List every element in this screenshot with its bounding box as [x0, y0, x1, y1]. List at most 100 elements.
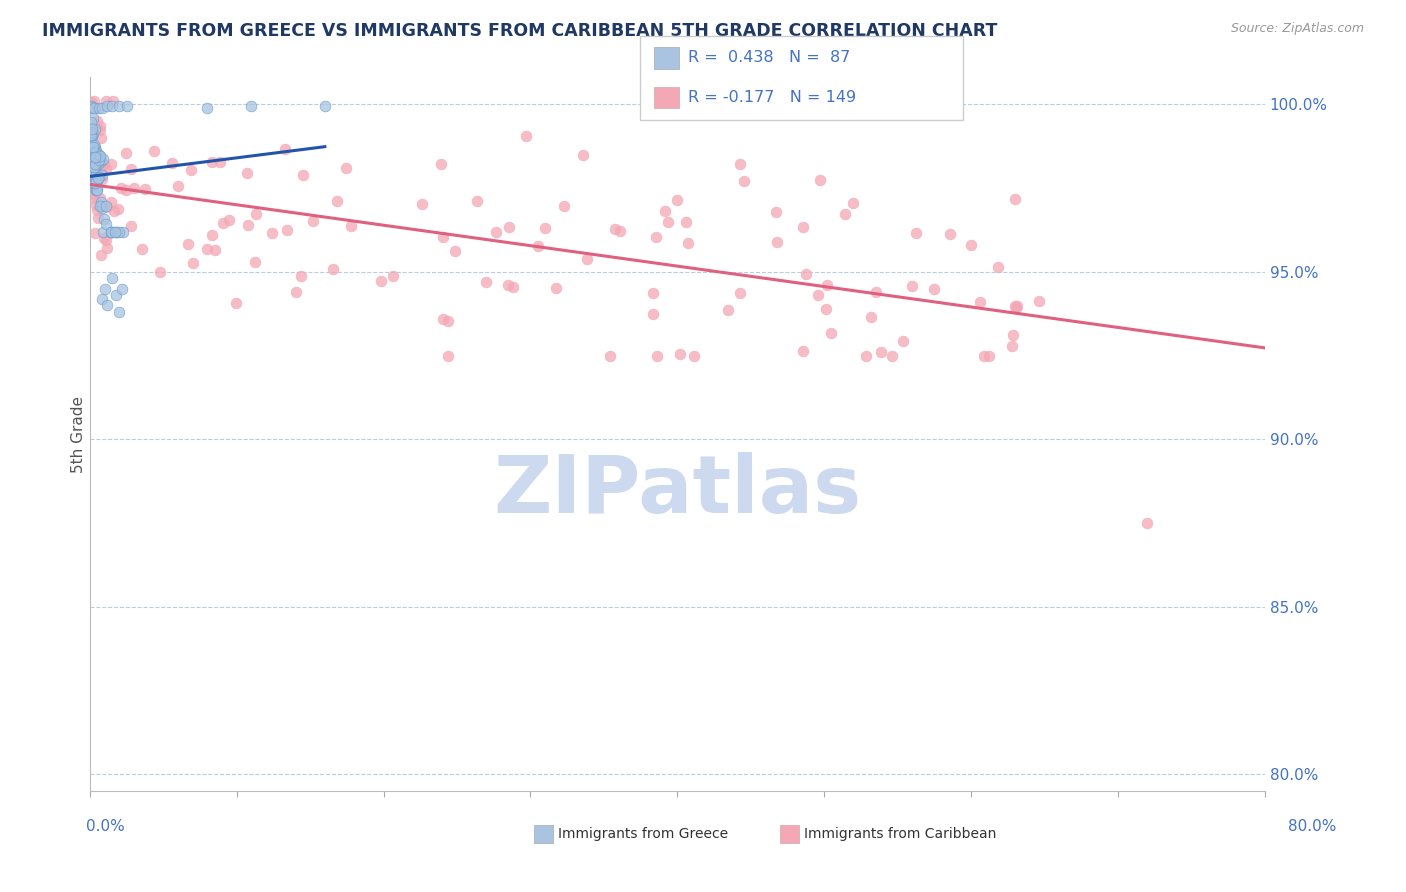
Point: [285, 285, 308, 299]
Point: [485, 225, 508, 239]
Point: [87, 170, 110, 185]
Point: [86, 114, 108, 128]
Point: [80, 162, 103, 177]
Point: [86, 167, 108, 181]
Point: [180, 162, 202, 177]
Point: [83, 176, 105, 190]
Point: [314, 99, 336, 113]
Point: [89, 199, 111, 213]
Point: [90, 163, 112, 178]
Point: [93, 230, 115, 244]
Point: [381, 268, 404, 283]
Point: [733, 174, 755, 188]
Point: [108, 99, 131, 113]
Point: [572, 148, 595, 162]
Point: [515, 128, 537, 143]
Point: [87, 153, 110, 168]
Point: [89, 191, 111, 205]
Point: [183, 256, 205, 270]
Point: [502, 280, 524, 294]
Point: [436, 314, 458, 328]
Point: [322, 262, 344, 277]
Point: [100, 157, 122, 171]
Point: [665, 193, 688, 207]
Point: [904, 226, 927, 240]
Point: [599, 349, 621, 363]
Point: [83, 191, 105, 205]
Point: [105, 225, 128, 239]
Point: [149, 265, 172, 279]
Point: [792, 343, 814, 358]
Point: [90, 199, 112, 213]
Point: [79, 164, 101, 178]
Point: [432, 312, 454, 326]
Point: [1005, 301, 1028, 315]
Point: [208, 155, 231, 169]
Point: [96, 241, 118, 255]
Point: [533, 220, 555, 235]
Point: [80, 129, 103, 144]
Point: [96, 201, 118, 215]
Point: [91, 152, 114, 166]
Point: [84, 171, 107, 186]
Point: [90, 154, 112, 169]
Point: [90, 172, 112, 186]
Point: [83, 177, 105, 191]
Point: [475, 275, 498, 289]
Point: [83, 145, 105, 160]
Point: [938, 227, 960, 242]
Point: [814, 301, 837, 316]
Point: [84, 183, 107, 197]
Point: [1136, 516, 1159, 530]
Point: [274, 142, 297, 156]
Point: [766, 235, 789, 249]
Point: [167, 178, 190, 193]
Point: [82, 186, 104, 201]
Text: ZIPatlas: ZIPatlas: [494, 452, 862, 531]
Point: [1001, 339, 1024, 353]
Point: [717, 302, 740, 317]
Point: [1004, 299, 1026, 313]
Point: [245, 255, 267, 269]
Point: [1005, 298, 1028, 312]
Point: [86, 150, 108, 164]
Point: [84, 183, 107, 197]
Point: [105, 288, 128, 302]
Point: [860, 310, 883, 324]
Point: [430, 157, 453, 171]
Point: [236, 166, 259, 180]
Point: [100, 195, 122, 210]
Point: [96, 199, 118, 213]
Point: [82, 128, 104, 143]
Point: [110, 181, 132, 195]
Point: [201, 228, 224, 243]
Point: [498, 219, 520, 234]
Point: [83, 138, 105, 153]
Point: [643, 307, 665, 321]
Point: [807, 287, 830, 301]
Point: [93, 211, 115, 226]
Point: [880, 349, 903, 363]
Point: [444, 244, 467, 259]
Point: [83, 94, 105, 108]
Point: [108, 225, 131, 239]
Point: [498, 277, 520, 292]
Point: [645, 349, 668, 363]
Point: [645, 229, 668, 244]
Point: [120, 219, 142, 234]
Text: R = -0.177   N = 149: R = -0.177 N = 149: [688, 90, 856, 104]
Text: IMMIGRANTS FROM GREECE VS IMMIGRANTS FROM CARIBBEAN 5TH GRADE CORRELATION CHART: IMMIGRANTS FROM GREECE VS IMMIGRANTS FRO…: [42, 22, 997, 40]
Point: [1028, 294, 1050, 309]
Point: [90, 248, 112, 262]
Point: [91, 168, 114, 182]
Point: [80, 171, 103, 186]
Point: [103, 204, 125, 219]
Point: [89, 151, 111, 165]
Point: [111, 281, 134, 295]
Point: [96, 99, 118, 113]
Point: [115, 145, 138, 160]
Point: [218, 212, 240, 227]
Point: [84, 145, 107, 159]
Point: [79, 115, 101, 129]
Point: [922, 282, 945, 296]
